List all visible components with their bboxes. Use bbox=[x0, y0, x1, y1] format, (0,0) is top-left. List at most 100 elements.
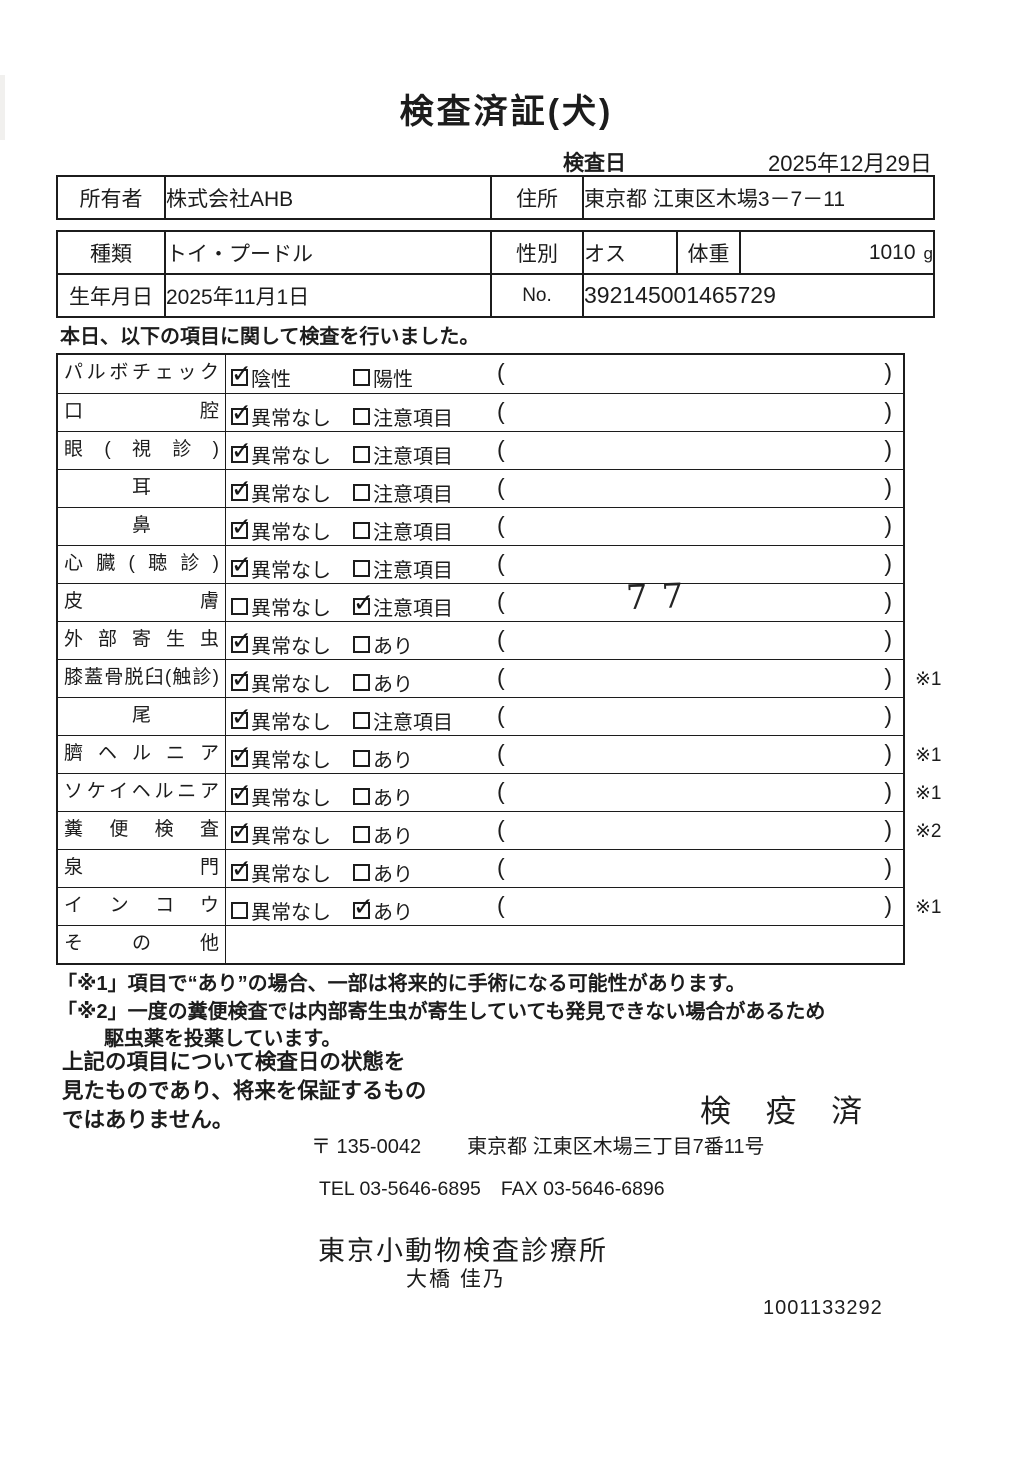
clinic-address: 東京都 江東区木場三丁目7番11号 bbox=[467, 1136, 765, 1158]
exam-option: あり bbox=[353, 858, 413, 887]
weight-value: 1010 g bbox=[739, 230, 935, 275]
owner-table: 所有者 株式会社AHB 住所 東京都 江東区木場3－7－11 bbox=[56, 175, 935, 220]
unchecked-checkbox bbox=[353, 484, 370, 501]
checked-checkbox bbox=[231, 740, 252, 770]
exam-row: 臍ヘルニア 異常なし あり () ※1 bbox=[58, 735, 942, 773]
checked-checkbox bbox=[231, 398, 252, 428]
exam-option: 異常なし bbox=[231, 592, 331, 621]
checked-checkbox bbox=[231, 512, 252, 542]
paren-close: ) bbox=[884, 626, 892, 652]
option-label: 異常なし bbox=[251, 408, 331, 430]
exam-item-label: 糞便検査 bbox=[58, 812, 226, 849]
paren-open: ( bbox=[497, 854, 505, 880]
option-label: 異常なし bbox=[251, 484, 331, 506]
footnote-2: 「※2」一度の糞便検査では内部寄生虫が寄生していても発見できない場合があるため bbox=[57, 1001, 826, 1023]
paren-close: ) bbox=[884, 512, 892, 538]
exam-row: 泉門 異常なし あり () bbox=[58, 849, 903, 887]
unchecked-checkbox bbox=[353, 408, 370, 425]
footnote-ref: ※1 bbox=[915, 897, 942, 918]
exam-table: パルボチェック陰性陽性()口腔異常なし注意項目()眼(視診)異常なし注意項目()… bbox=[56, 353, 942, 965]
option-label: 異常なし bbox=[251, 902, 331, 924]
exam-row: 心臓(聴診) 異常なし 注意項目 () bbox=[58, 545, 903, 583]
checked-checkbox bbox=[231, 702, 252, 732]
exam-option: あり bbox=[353, 782, 413, 811]
clinic-name: 東京小動物検査診療所 bbox=[318, 1236, 608, 1266]
clinic-fax: FAX 03-5646-6896 bbox=[500, 1178, 665, 1200]
document-number: 1001133292 bbox=[763, 1297, 883, 1319]
exam-option: あり bbox=[353, 630, 413, 659]
exam-row-content: 異常なし あり () bbox=[226, 774, 903, 811]
exam-option: 注意項目 bbox=[353, 440, 453, 469]
exam-row: 口腔 異常なし 注意項目 () bbox=[58, 393, 903, 431]
exam-row-content: 陰性 陽性 () bbox=[226, 355, 903, 393]
scan-artifact bbox=[0, 75, 5, 140]
unchecked-checkbox bbox=[353, 712, 370, 729]
unchecked-checkbox bbox=[231, 902, 248, 919]
intro-text: 本日、以下の項目に関して検査を行いました。 bbox=[60, 326, 480, 348]
paren-close: ) bbox=[884, 740, 892, 766]
footnote-ref: ※1 bbox=[915, 745, 942, 766]
option-label: あり bbox=[373, 826, 413, 848]
exam-item-label: その他 bbox=[58, 926, 226, 963]
option-label: 異常なし bbox=[251, 788, 331, 810]
exam-option: 陰性 bbox=[231, 359, 291, 392]
unchecked-checkbox bbox=[353, 369, 370, 386]
exam-row-content: 異常なし あり () bbox=[226, 660, 903, 697]
option-label: あり bbox=[373, 636, 413, 658]
sex-value: オス bbox=[582, 230, 678, 275]
no-label: No. bbox=[490, 273, 584, 318]
exam-item-label: 耳 bbox=[58, 470, 226, 507]
exam-row: 外部寄生虫 異常なし あり () bbox=[58, 621, 903, 659]
checked-checkbox bbox=[231, 778, 252, 808]
option-label: あり bbox=[373, 864, 413, 886]
exam-option: 異常なし bbox=[231, 550, 331, 583]
option-label: 陽性 bbox=[373, 369, 413, 391]
owner-value: 株式会社AHB bbox=[164, 175, 492, 220]
paren-open: ( bbox=[497, 436, 505, 462]
exam-option: 注意項目 bbox=[353, 706, 453, 735]
birth-value: 2025年11月1日 bbox=[164, 273, 492, 318]
option-label: 異常なし bbox=[251, 826, 331, 848]
exam-row-content: 異常なし 注意項目 () bbox=[226, 698, 903, 735]
checked-checkbox bbox=[231, 664, 252, 694]
exam-row-content: 異常なし 注意項目 () bbox=[226, 508, 903, 545]
exam-option: あり bbox=[353, 668, 413, 697]
checked-checkbox bbox=[231, 550, 252, 580]
exam-row-content: 異常なし 注意項目 () 77 bbox=[226, 576, 903, 621]
checked-checkbox bbox=[231, 854, 252, 884]
exam-item-label: 臍ヘルニア bbox=[58, 736, 226, 773]
document-title: 検査済証(犬) bbox=[399, 93, 614, 131]
paren-close: ) bbox=[884, 398, 892, 424]
exam-row-content: 異常なし 注意項目 () bbox=[226, 470, 903, 507]
checked-checkbox bbox=[231, 626, 252, 656]
paren-open: ( bbox=[497, 398, 505, 424]
exam-option: 異常なし bbox=[231, 702, 331, 735]
exam-option: 注意項目 bbox=[353, 588, 453, 621]
birth-label: 生年月日 bbox=[56, 273, 166, 318]
inspection-date-label: 検査日 bbox=[563, 152, 626, 175]
exam-row: 糞便検査 異常なし あり () ※2 bbox=[58, 811, 942, 849]
exam-row-content: 異常なし 注意項目 () bbox=[226, 546, 903, 583]
owner-row: 所有者 株式会社AHB 住所 東京都 江東区木場3－7－11 bbox=[56, 175, 935, 220]
footnote-2-cont: 駆虫薬を投薬しています。 bbox=[104, 1028, 342, 1050]
unchecked-checkbox bbox=[353, 788, 370, 805]
option-label: 異常なし bbox=[251, 598, 331, 620]
option-label: 注意項目 bbox=[373, 560, 453, 582]
exam-option: 異常なし bbox=[231, 816, 331, 849]
weight-label: 体重 bbox=[676, 230, 741, 275]
disclaimer-paragraph: 上記の項目について検査日の状態を 見たものであり、将来を保証するもの ではありま… bbox=[62, 1048, 426, 1135]
no-value: 392145001465729 bbox=[582, 273, 935, 318]
exam-item-label: 膝蓋骨脱臼(触診) bbox=[58, 660, 226, 697]
paren-close: ) bbox=[884, 702, 892, 728]
option-label: 注意項目 bbox=[373, 598, 453, 620]
exam-row: 膝蓋骨脱臼(触診) 異常なし あり () ※1 bbox=[58, 659, 942, 697]
unchecked-checkbox bbox=[353, 750, 370, 767]
address-label: 住所 bbox=[490, 175, 584, 220]
paren-close: ) bbox=[884, 816, 892, 842]
exam-item-label: インコウ bbox=[58, 888, 226, 925]
paren-open: ( bbox=[497, 359, 505, 385]
exam-option: 注意項目 bbox=[353, 516, 453, 545]
disclaimer-line: ではありません。 bbox=[62, 1108, 234, 1132]
paren-open: ( bbox=[497, 512, 505, 538]
exam-option: 注意項目 bbox=[353, 554, 453, 583]
